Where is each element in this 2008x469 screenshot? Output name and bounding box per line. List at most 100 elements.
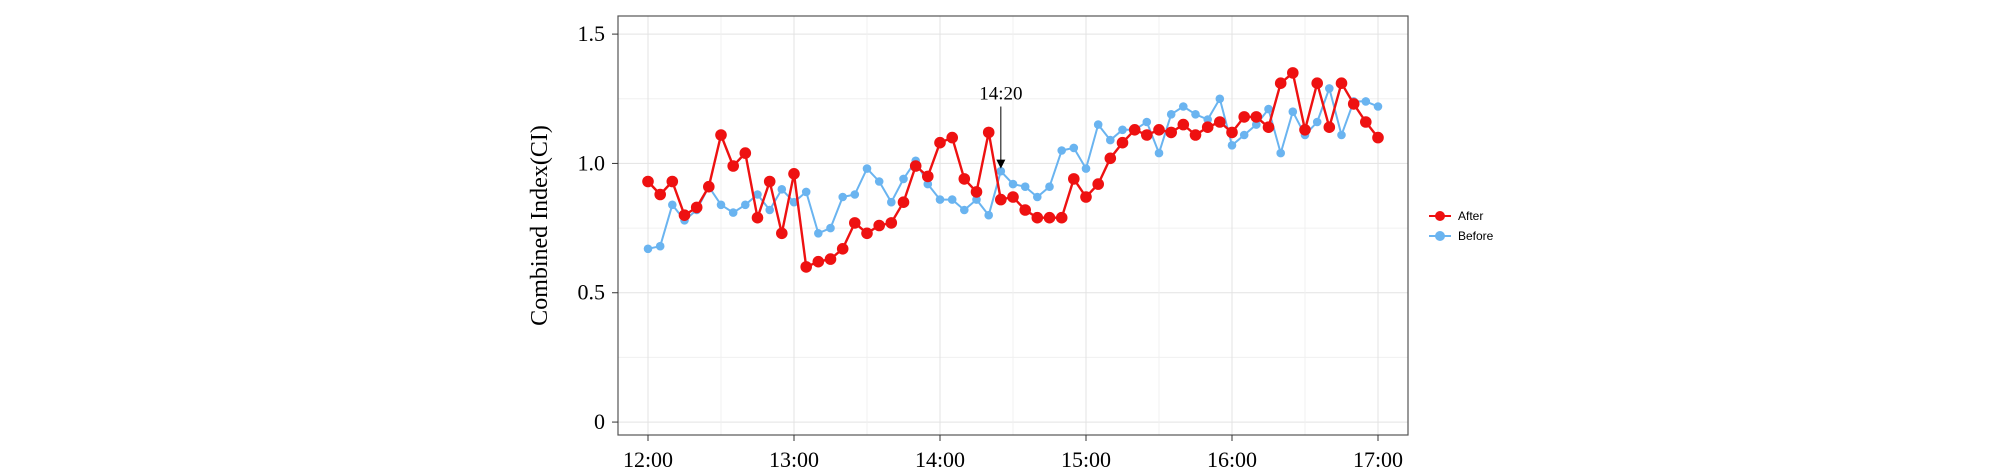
data-point-before <box>1264 104 1273 114</box>
legend-key-marker <box>1435 211 1445 221</box>
legend-label-before: Before <box>1458 229 1494 243</box>
data-point-after <box>982 126 995 139</box>
data-point-after <box>703 180 715 193</box>
x-tick-label: 14:00 <box>915 447 965 469</box>
data-point-before <box>1033 192 1042 202</box>
annotation: 14:20 <box>979 84 1022 169</box>
data-point-after <box>946 131 958 144</box>
legend-item-after: After <box>1429 209 1483 223</box>
data-point-before <box>1276 148 1285 158</box>
data-point-after <box>1104 152 1117 165</box>
data-point-after <box>690 201 703 214</box>
x-tick-label: 15:00 <box>1061 447 1111 469</box>
data-point-before <box>1020 182 1030 191</box>
data-point-after <box>909 160 922 172</box>
data-point-after <box>642 175 654 188</box>
data-point-before <box>1252 120 1261 129</box>
data-point-after <box>1214 116 1226 128</box>
x-tick-label: 12:00 <box>623 447 673 469</box>
data-point-after <box>873 219 885 232</box>
data-point-before <box>838 192 847 202</box>
data-point-before <box>1045 182 1054 191</box>
x-tick-label: 17:00 <box>1353 447 1403 469</box>
data-point-after <box>800 261 812 273</box>
data-point-after <box>1116 136 1129 149</box>
series-layer <box>642 67 1384 273</box>
data-point-after <box>995 193 1007 206</box>
data-point-before <box>947 195 957 204</box>
data-point-after <box>1153 124 1165 136</box>
data-point-before <box>1361 97 1371 106</box>
legend-label-after: After <box>1458 209 1483 223</box>
data-point-after <box>1262 121 1275 133</box>
data-point-before <box>728 208 738 217</box>
data-point-before <box>765 205 774 215</box>
y-tick-label: 1.0 <box>578 150 606 175</box>
data-point-before <box>826 223 835 233</box>
data-point-before <box>923 179 933 189</box>
data-point-before <box>960 205 969 215</box>
data-point-after <box>1177 118 1190 131</box>
data-point-after <box>1323 121 1336 133</box>
data-point-before <box>1057 146 1066 155</box>
data-point-before <box>1373 102 1383 111</box>
data-point-before <box>1239 130 1249 140</box>
data-point-before <box>801 187 811 197</box>
data-point-after <box>1287 67 1299 79</box>
legend-item-before: Before <box>1429 229 1494 243</box>
data-point-before <box>1118 125 1127 135</box>
data-point-after <box>897 196 910 208</box>
y-tick-label: 0.5 <box>578 280 606 305</box>
legend-key-marker <box>1435 231 1445 241</box>
data-point-before <box>850 190 860 199</box>
data-point-before <box>935 195 945 204</box>
data-point-before <box>789 197 799 207</box>
data-point-after <box>751 211 764 224</box>
data-point-before <box>1154 148 1164 158</box>
data-point-after <box>763 175 776 188</box>
data-point-after <box>1189 129 1202 141</box>
data-point-before <box>1069 143 1079 153</box>
x-tick-label: 13:00 <box>769 447 819 469</box>
legend: After Before <box>1429 209 1494 243</box>
data-point-after <box>922 170 934 183</box>
data-point-after <box>1274 77 1287 89</box>
annotation-label: 14:20 <box>979 84 1022 105</box>
data-point-after <box>849 217 861 229</box>
data-point-before <box>1106 135 1115 145</box>
x-tick-label: 16:00 <box>1207 447 1257 469</box>
series-after <box>642 67 1384 273</box>
data-point-after <box>1165 126 1177 139</box>
data-point-after <box>1141 129 1153 141</box>
data-point-after <box>970 186 983 198</box>
data-point-after <box>1043 211 1056 224</box>
data-point-before <box>655 241 665 251</box>
y-tick-label: 1.5 <box>578 21 606 46</box>
data-point-before <box>1179 102 1188 111</box>
data-point-after <box>812 255 825 268</box>
data-point-after <box>1226 126 1238 139</box>
data-point-before <box>984 210 993 220</box>
data-point-after <box>1299 124 1311 136</box>
x-axis: 12:00 13:00 14:00 15:00 16:00 17:00 <box>623 435 1403 469</box>
data-point-after <box>885 217 898 229</box>
data-point-before <box>753 190 762 199</box>
data-point-after <box>1372 131 1384 144</box>
data-point-after <box>715 129 727 141</box>
data-point-before <box>1337 130 1346 140</box>
data-point-before <box>1203 115 1212 124</box>
data-point-before <box>1288 107 1298 116</box>
data-point-before <box>668 200 677 210</box>
data-point-before <box>1008 179 1018 189</box>
data-point-after <box>861 227 873 240</box>
data-point-after <box>727 160 739 172</box>
data-point-after <box>824 253 837 265</box>
data-point-after <box>1031 211 1044 224</box>
data-point-after <box>1128 124 1141 136</box>
data-point-after <box>1019 204 1031 216</box>
data-point-before <box>1191 110 1200 119</box>
data-point-after <box>678 209 691 221</box>
plot-border <box>617 15 1409 436</box>
data-point-after <box>1335 77 1348 89</box>
